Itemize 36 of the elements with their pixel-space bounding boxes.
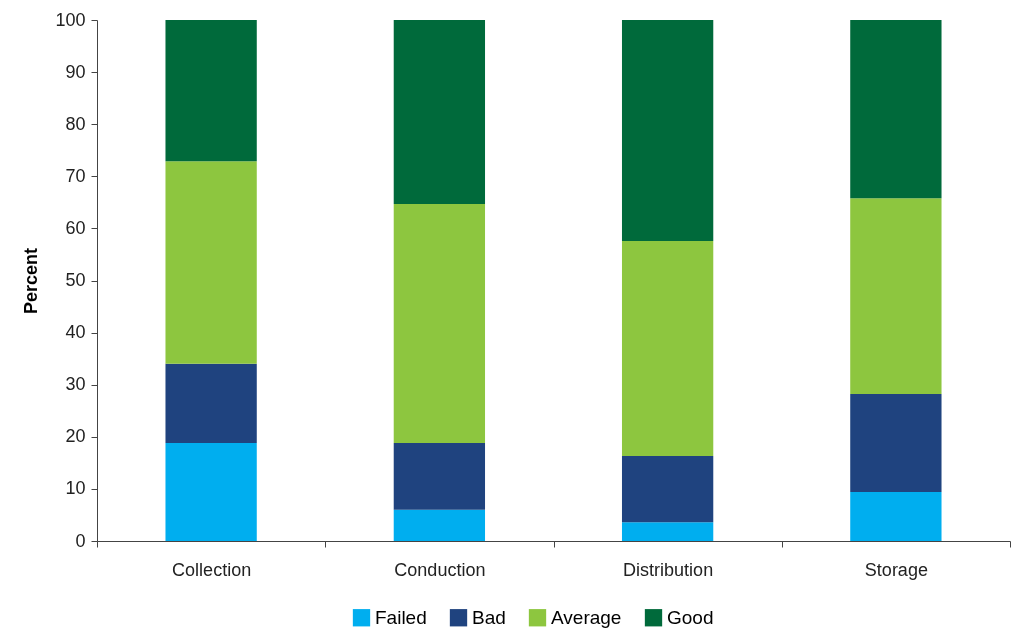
- bar: [165, 443, 257, 541]
- bar: [621, 456, 714, 523]
- y-tick-label: 30: [65, 374, 86, 395]
- legend-label: Average: [551, 606, 622, 628]
- y-tick-label: 90: [65, 61, 86, 82]
- legend-label: Failed: [375, 606, 427, 628]
- bar: [165, 363, 257, 444]
- bar: [165, 20, 257, 162]
- bar: [850, 492, 942, 541]
- y-tick-label: 80: [65, 113, 86, 134]
- bar: [393, 20, 486, 204]
- x-tick-label: Collection: [172, 559, 252, 580]
- bar: [850, 198, 942, 395]
- y-tick-label: 20: [65, 426, 86, 447]
- x-tick-label: Distribution: [623, 559, 714, 580]
- y-tick-label: 60: [65, 217, 86, 238]
- x-tick-label: Storage: [864, 559, 928, 580]
- bar: [393, 509, 486, 541]
- bar: [393, 443, 486, 510]
- legend-label: Good: [667, 606, 714, 628]
- legend-label: Bad: [472, 606, 506, 628]
- bar: [165, 161, 257, 364]
- y-tick-label: 50: [65, 270, 86, 290]
- bar: [621, 522, 714, 541]
- bar: [850, 20, 942, 199]
- y-tick-label: 40: [65, 322, 86, 343]
- y-axis-title: Percent: [21, 247, 42, 315]
- y-tick-label: 10: [65, 478, 86, 499]
- bar: [850, 394, 942, 493]
- y-tick-label: 0: [75, 530, 86, 551]
- x-tick-label: Conduction: [394, 559, 486, 580]
- bar: [621, 20, 714, 241]
- bar: [393, 203, 486, 444]
- bar: [621, 240, 714, 457]
- y-tick-label: 70: [65, 165, 86, 186]
- y-tick-label: 100: [55, 9, 86, 30]
